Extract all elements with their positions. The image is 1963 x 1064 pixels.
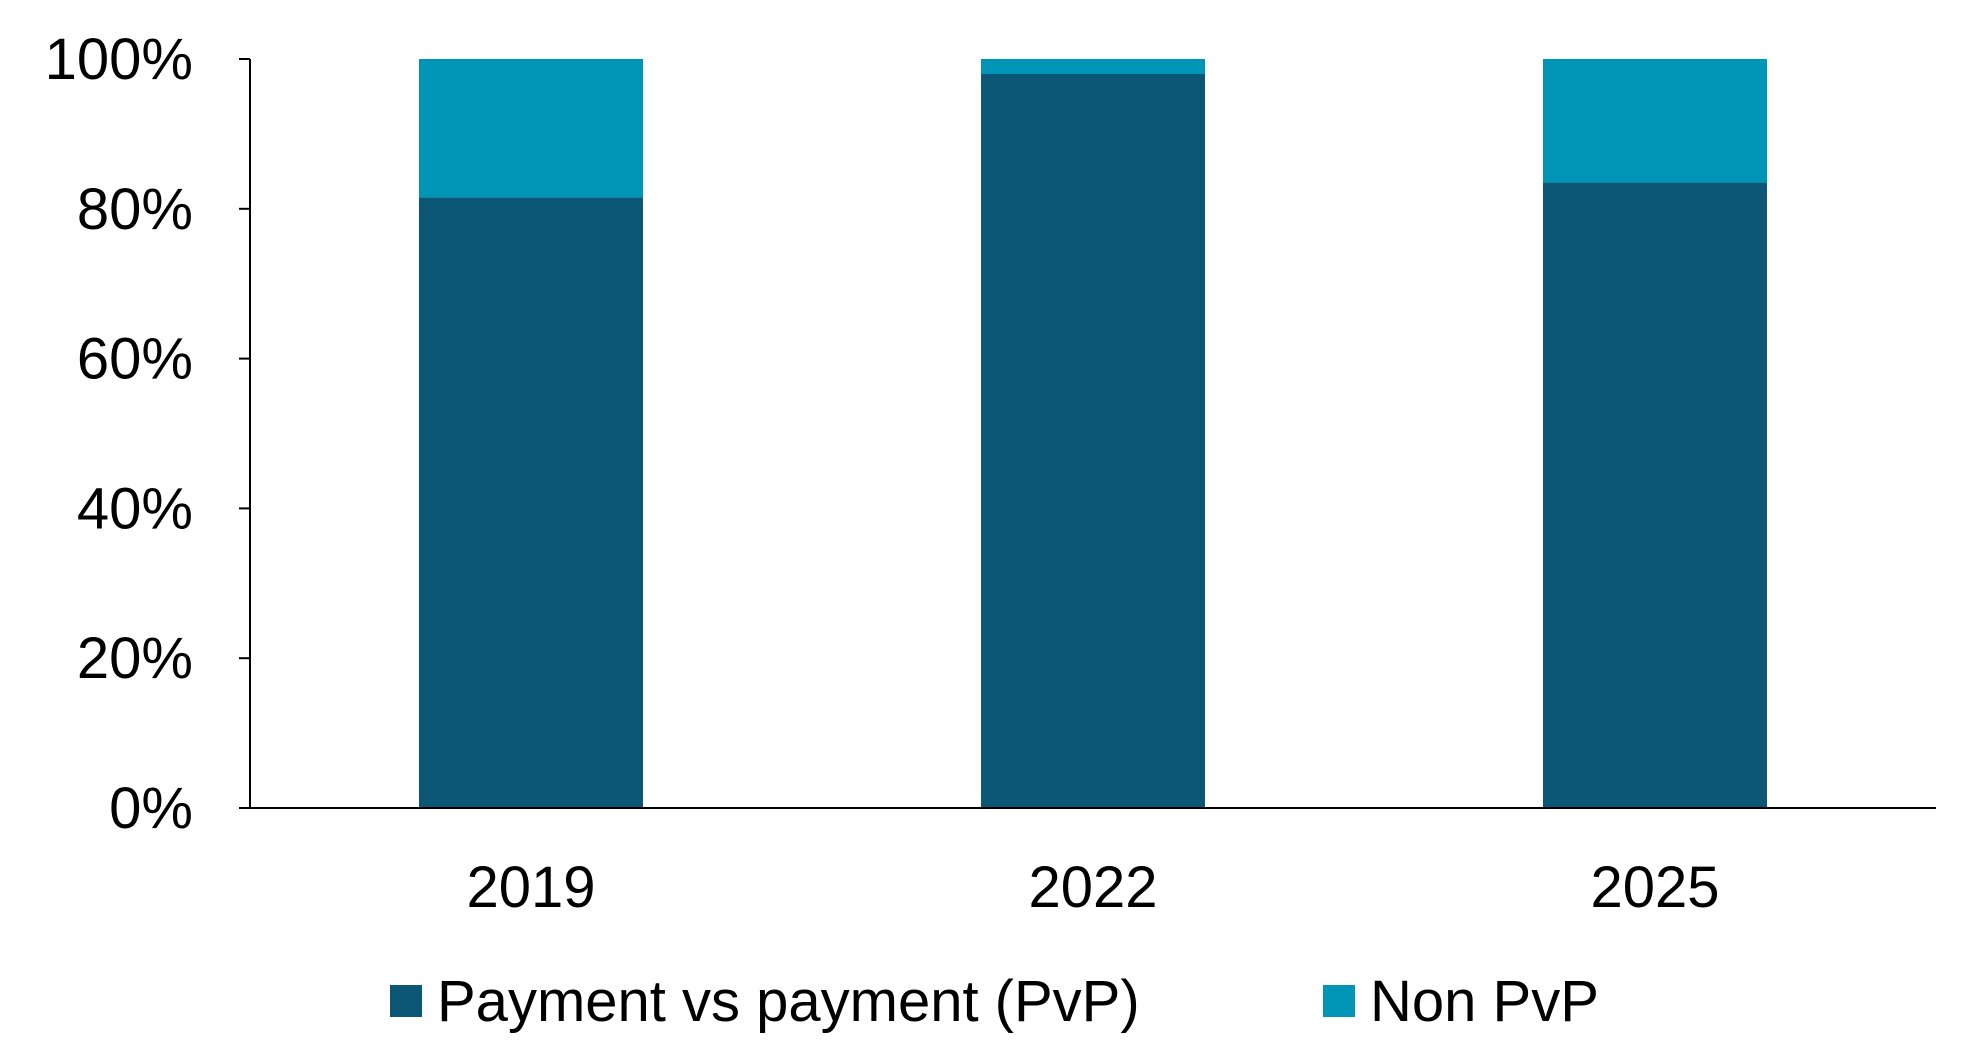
y-tick-label: 80% <box>77 177 193 242</box>
bar-segment-pvp-2019 <box>419 197 643 808</box>
bar-segment-non-pvp-2019 <box>419 59 643 198</box>
bar-segment-non-pvp-2022 <box>981 59 1205 74</box>
bar-segment-non-pvp-2025 <box>1543 59 1767 183</box>
y-tick-label: 60% <box>77 327 193 392</box>
x-axis: 2019 2022 2025 <box>250 807 1936 920</box>
legend-swatch-non-pvp <box>1323 985 1355 1017</box>
y-axis: 0% 20% 40% 60% 80% 100% <box>45 27 251 841</box>
legend-swatch-pvp <box>390 985 422 1017</box>
x-tick-label: 2022 <box>1028 855 1157 920</box>
y-tick-label: 40% <box>77 476 193 541</box>
legend-label-non-pvp: Non PvP <box>1370 969 1599 1034</box>
legend: Payment vs payment (PvP) Non PvP <box>390 969 1599 1034</box>
bars <box>419 59 1767 809</box>
x-tick-label: 2019 <box>466 855 595 920</box>
bar-segment-pvp-2025 <box>1543 182 1767 808</box>
y-tick-label: 100% <box>45 27 193 92</box>
bar-segment-pvp-2022 <box>981 73 1205 809</box>
y-tick-label: 0% <box>109 776 193 841</box>
x-tick-label: 2025 <box>1590 855 1719 920</box>
legend-label-pvp: Payment vs payment (PvP) <box>437 969 1140 1034</box>
y-tick-label: 20% <box>77 626 193 691</box>
